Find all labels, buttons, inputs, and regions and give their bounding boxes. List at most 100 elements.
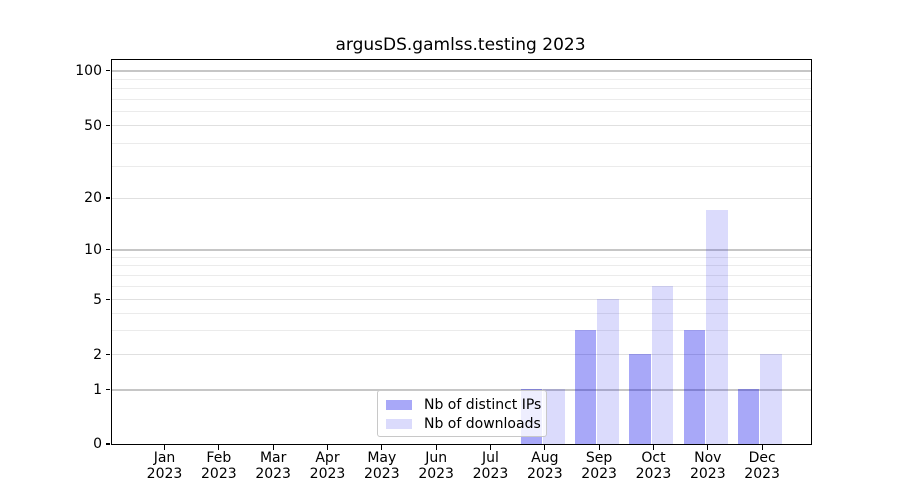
x-tick-label-year: 2023	[146, 465, 183, 482]
gridline	[111, 125, 811, 127]
x-tick-mark	[761, 445, 763, 450]
bar-distinct-ips	[683, 329, 706, 444]
x-tick-label-month: Feb	[206, 450, 232, 466]
gridline-major	[111, 249, 811, 251]
gridline-minor	[111, 256, 811, 258]
x-tick-mark	[707, 445, 709, 450]
x-tick-label-year: 2023	[201, 465, 237, 482]
y-tick-mark	[105, 298, 111, 301]
x-tick-mark	[435, 445, 437, 450]
bar-downloads	[651, 286, 674, 444]
bar-distinct-ips	[629, 354, 651, 444]
x-tick-label-year: 2023	[526, 465, 563, 482]
gridline-minor	[111, 275, 811, 277]
bar-distinct-ips	[737, 389, 760, 444]
x-tick-label-month: Sep	[585, 450, 613, 466]
x-tick-label: May 2023	[350, 450, 414, 482]
x-tick-label: Nov 2023	[676, 450, 740, 482]
legend: Nb of distinct IPs Nb of downloads	[377, 390, 547, 437]
y-tick-mark	[105, 353, 111, 356]
x-tick-label-month: Aug	[531, 450, 559, 466]
x-tick-mark	[163, 445, 166, 450]
legend-label: Nb of distinct IPs	[424, 397, 542, 414]
gridline-minor	[111, 78, 811, 80]
y-tick-label: 50	[84, 117, 102, 134]
x-tick-label-year: 2023	[581, 465, 617, 482]
gridline	[111, 299, 811, 301]
x-tick-label-year: 2023	[744, 465, 780, 482]
y-tick-label: 100	[75, 62, 102, 79]
gridline-minor	[111, 329, 811, 331]
x-tick-label: Aug 2023	[513, 450, 577, 482]
bar-downloads	[597, 299, 619, 444]
y-tick-mark	[105, 443, 111, 445]
x-tick-mark	[598, 445, 600, 450]
chart-title: argusDS.gamlss.testing 2023	[335, 35, 586, 55]
x-tick-mark	[652, 445, 655, 450]
plot-area	[110, 59, 812, 445]
x-tick-mark	[489, 445, 492, 450]
gridline-major	[111, 70, 811, 72]
x-tick-label: Oct 2023	[621, 450, 685, 482]
x-tick-label: Sep 2023	[567, 450, 631, 482]
x-tick-label: Mar 2023	[241, 450, 305, 482]
x-tick-label: Jan 2023	[133, 450, 197, 482]
x-tick-label-month: Jul	[482, 450, 499, 466]
legend-item: Nb of downloads	[386, 415, 546, 434]
gridline	[111, 354, 811, 356]
x-tick-label: Jul 2023	[458, 450, 522, 482]
bar-downloads	[706, 209, 728, 444]
y-tick-label: 5	[93, 291, 102, 308]
gridline-minor	[111, 98, 811, 100]
y-tick-mark	[105, 388, 111, 391]
x-tick-mark	[272, 445, 274, 450]
x-tick-label-year: 2023	[689, 465, 726, 482]
y-tick-mark	[105, 69, 111, 72]
x-tick-label: Feb 2023	[187, 450, 251, 482]
x-tick-mark	[381, 445, 383, 450]
y-tick-label: 1	[93, 381, 102, 398]
gridline-minor	[111, 142, 811, 144]
x-tick-label-year: 2023	[309, 465, 346, 482]
x-tick-label-year: 2023	[635, 465, 672, 482]
bar-distinct-ips	[574, 329, 597, 444]
x-tick-label: Apr 2023	[295, 450, 359, 482]
x-tick-label-month: Dec	[748, 450, 776, 466]
x-tick-mark	[544, 445, 546, 450]
x-tick-label: Jun 2023	[404, 450, 468, 482]
x-tick-mark	[326, 445, 329, 450]
y-tick-label: 0	[93, 436, 102, 452]
gridline	[111, 197, 811, 199]
gridline-minor	[111, 165, 811, 167]
bar-downloads	[760, 354, 782, 444]
x-tick-label-year: 2023	[472, 465, 509, 482]
x-tick-label-month: Apr	[315, 450, 340, 466]
x-tick-mark	[218, 445, 220, 450]
x-tick-label-year: 2023	[363, 465, 400, 482]
x-tick-label-month: Oct	[641, 450, 666, 466]
legend-item: Nb of distinct IPs	[386, 396, 546, 415]
gridline-minor	[111, 312, 811, 314]
x-tick-label-month: May	[367, 450, 397, 466]
y-tick-label: 10	[84, 241, 102, 258]
gridline-minor	[111, 265, 811, 267]
legend-swatch-distinct-ips	[386, 400, 412, 411]
gridline-major	[111, 389, 811, 391]
y-tick-mark	[105, 124, 111, 127]
x-tick-label: Dec 2023	[730, 450, 794, 482]
gridline-minor	[111, 110, 811, 112]
y-tick-mark	[105, 197, 111, 199]
gridline-minor	[111, 88, 811, 89]
x-tick-label-month: Jan	[153, 450, 176, 466]
x-tick-label-month: Nov	[694, 450, 722, 466]
legend-swatch-downloads	[386, 418, 412, 429]
gridline-minor	[111, 286, 811, 288]
x-tick-label-month: Mar	[259, 450, 287, 466]
x-tick-label-month: Jun	[425, 450, 448, 466]
legend-label: Nb of downloads	[424, 415, 541, 432]
y-tick-mark	[105, 248, 111, 251]
y-tick-label: 20	[84, 190, 102, 206]
y-tick-label: 2	[93, 346, 102, 363]
x-tick-label-year: 2023	[418, 465, 454, 482]
x-tick-label-year: 2023	[255, 465, 291, 482]
